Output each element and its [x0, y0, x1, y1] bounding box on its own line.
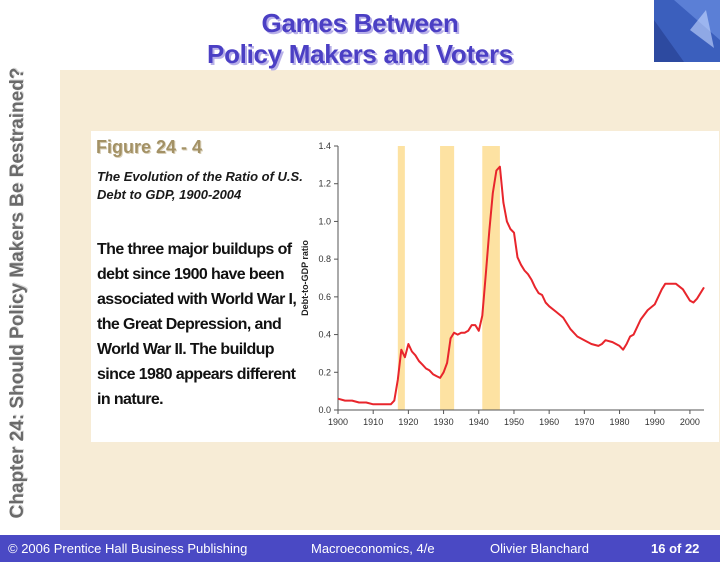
x-tick-label-2: 1920 — [398, 417, 418, 427]
figure-caption: The Evolution of the Ratio of U.S. Debt … — [97, 169, 303, 202]
x-tick-label-9: 1990 — [645, 417, 665, 427]
figure-panel — [91, 131, 719, 442]
y-tick-label-7: 1.4 — [318, 141, 331, 151]
slide-title: Games Between Policy Makers and Voters — [150, 8, 570, 70]
slide-title-line1: Games Between — [261, 8, 459, 38]
x-tick-label-7: 1970 — [574, 417, 594, 427]
debt-to-gdp-chart: 0.0 0.2 0.4 0.6 0.8 1.0 1.2 1.4 1900 1910 1920 1930… — [300, 141, 705, 427]
footer-book: Macroeconomics, 4/e — [311, 541, 435, 556]
y-tick-label-3: 0.6 — [318, 292, 331, 302]
y-tick-label-6: 1.2 — [318, 179, 331, 189]
x-tick-label-0: 1900 — [328, 417, 348, 427]
y-tick-label-2: 0.4 — [318, 330, 331, 340]
x-tick-label-5: 1950 — [504, 417, 524, 427]
footer-author: Olivier Blanchard — [490, 541, 589, 556]
corner-graphic — [654, 0, 720, 62]
shaded-period-2 — [482, 146, 500, 410]
x-tick-label-3: 1930 — [434, 417, 454, 427]
y-tick-label-4: 0.8 — [318, 254, 331, 264]
x-tick-label-6: 1960 — [539, 417, 559, 427]
x-tick-label-4: 1940 — [469, 417, 489, 427]
footer-bar: © 2006 Prentice Hall Business Publishing… — [0, 535, 720, 562]
shaded-period-1 — [440, 146, 455, 410]
chapter-side-title: Chapter 24: Should Policy Makers Be Rest… — [7, 67, 28, 519]
shaded-period-0 — [397, 146, 405, 410]
corner-decoration — [654, 0, 720, 62]
debt-ratio-line — [337, 165, 705, 406]
x-tick-label-10: 2000 — [680, 417, 700, 427]
y-tick-label-5: 1.0 — [318, 216, 331, 226]
figure-description: The three major buildups of debt since 1… — [97, 241, 297, 408]
slide-title-line2: Policy Makers and Voters — [207, 39, 513, 69]
figure-label: Figure 24 - 4 — [96, 137, 203, 157]
footer-copyright: © 2006 Prentice Hall Business Publishing — [8, 541, 248, 556]
y-tick-label-0: 0.0 — [318, 405, 331, 415]
footer-page-number: 16 of 22 — [651, 541, 700, 556]
x-tick-label-1: 1910 — [363, 417, 383, 427]
x-tick-label-8: 1980 — [610, 417, 630, 427]
y-axis-label: Debt-to-GDP ratio — [300, 240, 310, 316]
y-tick-label-1: 0.2 — [318, 367, 331, 377]
